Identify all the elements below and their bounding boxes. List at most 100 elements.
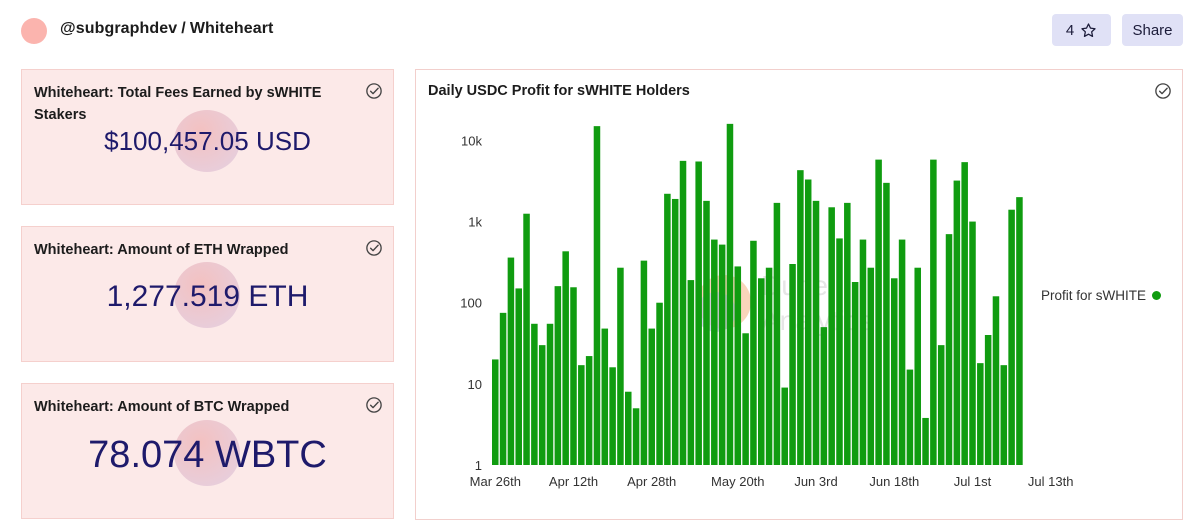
breadcrumb-owner[interactable]: @subgraphdev <box>60 20 178 37</box>
bar[interactable] <box>515 288 522 465</box>
x-axis: Mar 26th Apr 12th Apr 28th May 20th Jun 3rd J… <box>470 474 1074 489</box>
bar[interactable] <box>961 162 968 465</box>
bar[interactable] <box>648 328 655 465</box>
bar[interactable] <box>609 367 616 465</box>
bar[interactable] <box>867 267 875 465</box>
bar[interactable] <box>953 180 961 465</box>
bar[interactable] <box>523 213 530 465</box>
bar[interactable] <box>601 328 609 465</box>
bar[interactable] <box>664 193 671 465</box>
bar[interactable] <box>492 359 499 465</box>
y-tick-label: 10 <box>468 377 482 392</box>
bar[interactable] <box>758 278 765 465</box>
counter-card-btc-wrapped: Whiteheart: Amount of BTC Wrapped 78.074… <box>21 383 394 519</box>
bar[interactable] <box>812 200 820 466</box>
legend-dot <box>1152 291 1162 300</box>
bar[interactable] <box>883 182 890 465</box>
bar[interactable] <box>625 391 632 465</box>
check-circle-icon <box>366 83 382 99</box>
bar[interactable] <box>687 280 695 465</box>
watermark-logo <box>174 110 240 172</box>
counter-value: 78.074 WBTC <box>88 434 327 476</box>
bar[interactable] <box>773 202 781 465</box>
bar[interactable] <box>695 161 702 465</box>
counter-value: 1,277.519 ETH <box>106 280 309 313</box>
bar[interactable] <box>859 239 867 465</box>
bar[interactable] <box>507 257 515 465</box>
star-count: 4 <box>1065 21 1075 39</box>
bar[interactable] <box>531 323 538 465</box>
bar[interactable] <box>632 408 640 465</box>
bar[interactable] <box>930 159 937 465</box>
bar[interactable] <box>578 365 585 465</box>
bar[interactable] <box>984 335 992 465</box>
bar[interactable] <box>844 202 851 465</box>
card-title[interactable]: Whiteheart: Amount of BTC Wrapped <box>34 399 290 415</box>
bar[interactable] <box>765 267 773 465</box>
bar[interactable] <box>679 160 687 466</box>
counter-card-total-fees: Whiteheart: Total Fees Earned by sWHITE … <box>21 69 394 205</box>
bar[interactable] <box>828 207 835 465</box>
bar[interactable] <box>1000 365 1008 465</box>
bar[interactable] <box>671 198 679 465</box>
bar[interactable] <box>562 251 569 465</box>
watermark-logo <box>174 262 240 328</box>
bar[interactable] <box>804 179 812 466</box>
bar[interactable] <box>875 159 882 465</box>
chart-title[interactable]: Daily USDC Profit for sWHITE Holders <box>428 83 690 99</box>
bar[interactable] <box>499 312 507 465</box>
avatar[interactable] <box>21 18 47 44</box>
x-tick-label: Jun 3rd <box>794 474 837 489</box>
y-tick-label: 1k <box>468 215 482 230</box>
y-tick-label: 1 <box>475 458 482 473</box>
x-tick-label: Jul 13th <box>1028 474 1074 489</box>
bars <box>492 123 1023 466</box>
bar[interactable] <box>914 267 921 465</box>
bar[interactable] <box>977 363 984 465</box>
bar[interactable] <box>891 278 898 465</box>
bar[interactable] <box>906 369 914 465</box>
bar[interactable] <box>726 123 734 466</box>
bar[interactable] <box>898 239 906 465</box>
bar[interactable] <box>820 327 828 465</box>
check-circle-icon <box>366 240 382 256</box>
bar[interactable] <box>1008 209 1015 465</box>
bar[interactable] <box>718 244 726 465</box>
bar[interactable] <box>593 126 601 465</box>
bar[interactable] <box>585 356 593 465</box>
bar[interactable] <box>617 267 624 465</box>
bar[interactable] <box>640 260 648 465</box>
bar[interactable] <box>781 387 788 465</box>
card-title[interactable]: Whiteheart: Total Fees Earned by sWHITE … <box>34 85 322 123</box>
bar[interactable] <box>922 417 929 465</box>
bar[interactable] <box>538 345 546 465</box>
bar[interactable] <box>789 264 796 465</box>
bar[interactable] <box>546 323 554 465</box>
chart-legend[interactable]: Profit for sWHITE <box>1041 288 1162 303</box>
bar[interactable] <box>797 170 804 466</box>
star-button[interactable]: 4 <box>1052 14 1111 46</box>
y-tick-label: 100 <box>460 296 482 311</box>
bar[interactable] <box>851 282 859 465</box>
bar[interactable] <box>969 221 976 465</box>
counter-value: $100,457.05 USD <box>104 126 311 156</box>
bar[interactable] <box>937 345 945 465</box>
bar[interactable] <box>1016 197 1023 465</box>
bar[interactable] <box>945 234 953 465</box>
breadcrumb-dashboard: Whiteheart <box>189 20 274 37</box>
breadcrumb-separator: / <box>181 20 186 37</box>
bar[interactable] <box>750 240 757 465</box>
bar[interactable] <box>711 239 718 465</box>
bar[interactable] <box>656 302 663 465</box>
bar[interactable] <box>742 333 749 465</box>
bar[interactable] <box>570 287 577 465</box>
check-circle-icon <box>1155 83 1171 99</box>
card-title[interactable]: Whiteheart: Amount of ETH Wrapped <box>34 242 289 258</box>
bar[interactable] <box>992 296 1000 465</box>
bar[interactable] <box>734 266 742 465</box>
bar[interactable] <box>554 286 562 465</box>
bar[interactable] <box>836 238 843 465</box>
share-button[interactable]: Share <box>1122 14 1183 46</box>
bar[interactable] <box>703 200 710 466</box>
check-circle-icon <box>366 397 382 413</box>
